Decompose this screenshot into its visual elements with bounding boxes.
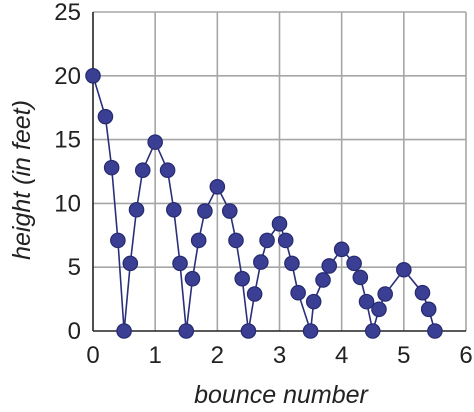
data-point — [420, 301, 437, 318]
data-point — [240, 323, 257, 339]
y-tick-label: 15 — [54, 127, 81, 154]
axes — [92, 12, 466, 332]
data-point — [234, 270, 250, 287]
y-tick-label: 25 — [54, 0, 81, 26]
data-point — [85, 68, 101, 84]
y-tick-label: 0 — [68, 318, 81, 345]
data-point — [364, 323, 381, 339]
series-group — [85, 68, 443, 339]
x-tick-label: 0 — [86, 342, 99, 369]
y-tick-label: 5 — [68, 254, 81, 281]
data-point — [302, 323, 319, 339]
x-tick-label: 6 — [459, 342, 472, 369]
data-point — [371, 301, 387, 318]
data-point — [184, 270, 201, 287]
data-point — [271, 216, 288, 232]
x-tick-label: 4 — [335, 342, 348, 369]
y-tick-labels: 0 5 10 15 20 25 — [54, 0, 81, 345]
grid — [93, 11, 467, 331]
data-point — [172, 255, 188, 272]
data-point — [228, 232, 244, 249]
data-point — [321, 258, 338, 274]
x-tick-labels: 0 1 2 3 4 5 6 — [86, 342, 472, 369]
data-point — [352, 269, 369, 286]
data-point — [277, 232, 294, 249]
data-point — [253, 254, 269, 270]
y-tick-label: 10 — [54, 190, 81, 217]
data-point — [147, 134, 163, 150]
data-point — [122, 255, 139, 272]
data-point — [284, 255, 300, 272]
data-point — [166, 201, 182, 218]
data-point — [377, 286, 393, 302]
data-point — [315, 272, 331, 288]
data-point — [97, 108, 114, 125]
x-tick-label: 2 — [211, 342, 224, 369]
data-point — [128, 201, 145, 218]
data-point — [246, 286, 263, 302]
data-point — [116, 323, 132, 339]
x-tick-label: 1 — [148, 342, 161, 369]
data-point — [414, 284, 431, 301]
data-point — [103, 159, 120, 176]
data-point — [159, 162, 176, 179]
data-point — [209, 179, 226, 195]
data-point — [396, 261, 412, 278]
data-point — [259, 232, 275, 249]
data-point — [305, 293, 322, 310]
data-point — [134, 162, 151, 179]
data-point — [197, 203, 213, 219]
x-tick-label: 3 — [273, 342, 286, 369]
data-point — [190, 232, 207, 249]
x-tick-label: 5 — [397, 342, 410, 369]
data-point — [178, 323, 195, 339]
data-point — [427, 323, 443, 339]
y-axis-label: height (in feet) — [8, 100, 36, 260]
data-point — [346, 255, 362, 272]
data-point — [110, 232, 126, 249]
data-point — [358, 293, 375, 310]
x-axis-label: bounce number — [194, 381, 369, 409]
y-tick-label: 20 — [54, 63, 81, 90]
data-point — [290, 284, 306, 301]
data-point — [333, 241, 350, 258]
data-point — [221, 203, 238, 219]
